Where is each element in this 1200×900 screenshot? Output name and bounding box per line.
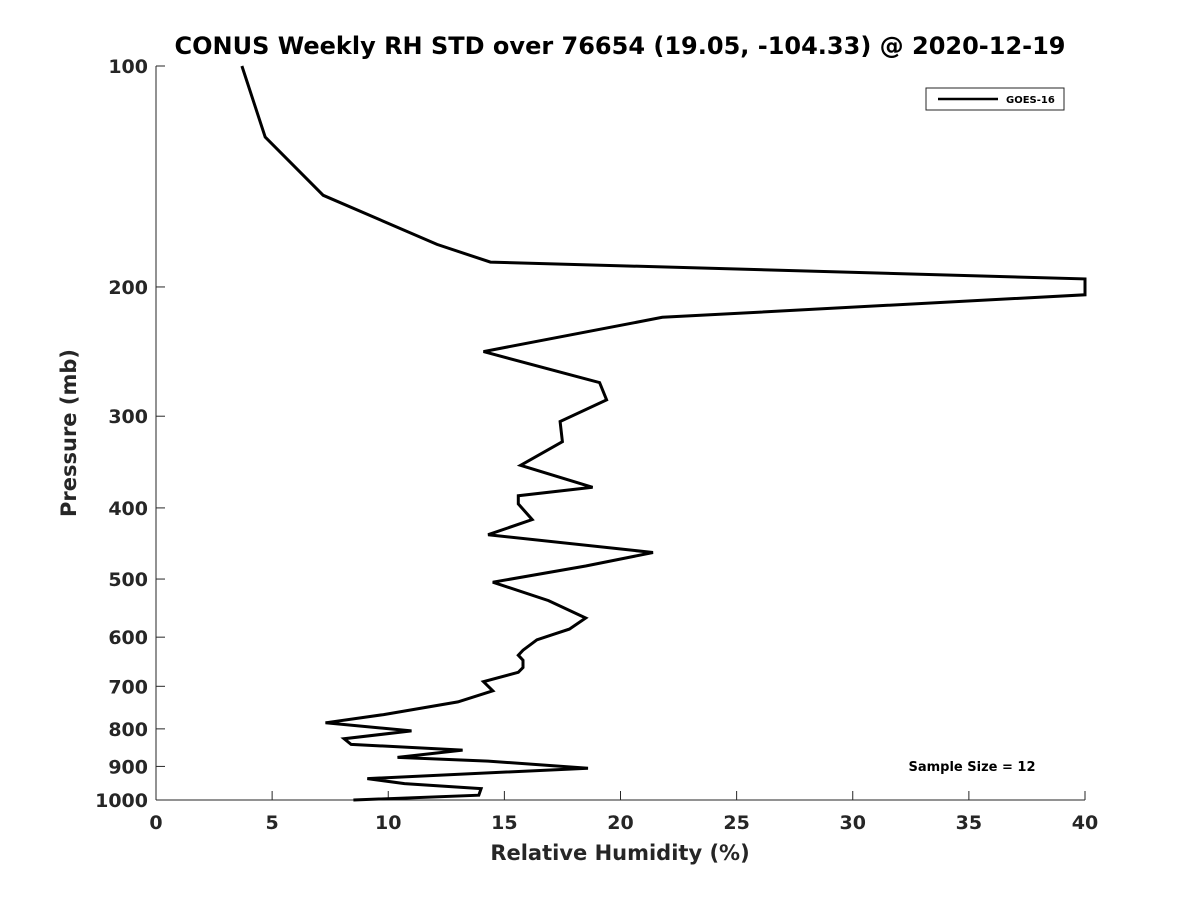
x-tick-label: 15 [491,812,517,834]
y-tick-label: 200 [108,277,148,299]
y-tick-label: 600 [108,627,148,649]
y-tick-label: 700 [108,676,148,698]
x-tick-label: 5 [266,812,279,834]
y-tick-label: 400 [108,498,148,520]
x-tick-label: 10 [375,812,401,834]
y-tick-label: 100 [108,56,148,78]
chart-title: CONUS Weekly RH STD over 76654 (19.05, -… [174,32,1065,60]
y-tick-label: 900 [108,756,148,778]
y-tick-label: 500 [108,569,148,591]
y-axis-label: Pressure (mb) [57,349,81,517]
y-tick-label: 1000 [95,790,148,812]
legend-label-goes-16: GOES-16 [1006,95,1055,106]
series-layer [240,65,1087,802]
sample-size-annotation: Sample Size = 12 [908,760,1035,775]
legend: GOES-16 [925,87,1065,111]
x-tick-label: 30 [840,812,866,834]
series-line-goes-16 [240,65,1087,802]
y-axis-ticks: 100 200 300 400 500 600 700 800 900 1000 [95,56,165,812]
y-tick-label: 300 [108,406,148,428]
x-tick-label: 25 [723,812,749,834]
x-tick-label: 20 [607,812,633,834]
x-tick-label: 35 [956,812,982,834]
x-axis-label: Relative Humidity (%) [490,841,749,865]
x-axis-ticks: 0 5 10 15 20 25 30 35 40 [149,791,1098,834]
x-tick-label: 40 [1072,812,1098,834]
x-tick-label: 0 [149,812,162,834]
y-tick-label: 800 [108,719,148,741]
